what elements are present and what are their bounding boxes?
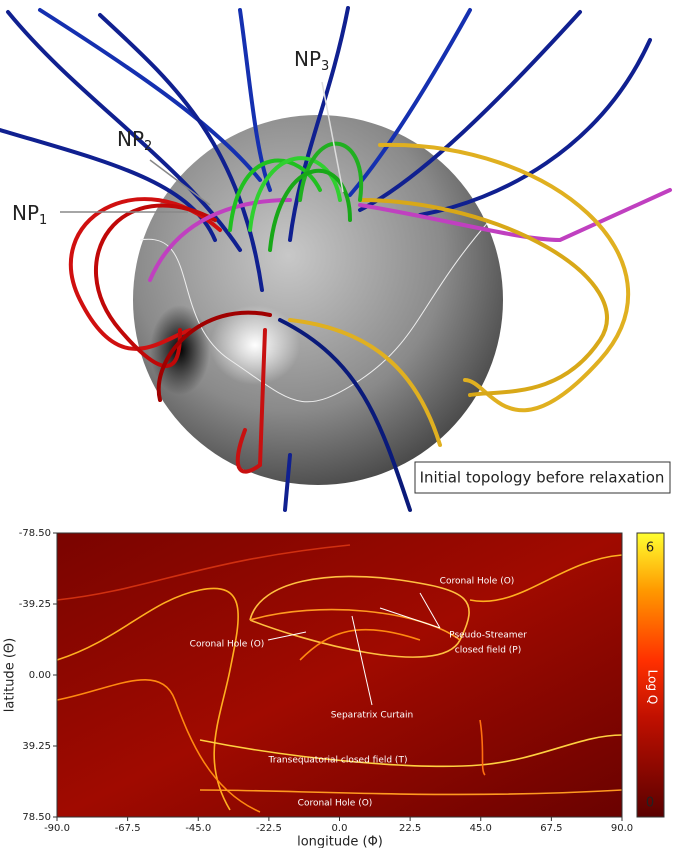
y-axis-label: latitude (Θ) [3,638,18,712]
colorbar-tick-label: 0 [646,796,654,811]
x-tick-label: -45.0 [185,823,211,834]
pointer-np3 [321,81,344,193]
top-panel: NP1 NP2 NP3 Initial topology before rela… [0,6,672,512]
y-tick-label: 39.25 [22,741,51,752]
y-tick-label: 0.00 [29,670,51,681]
np-label: NP1 [12,201,47,228]
sphere [133,115,503,485]
neutral-line [139,219,491,403]
annotation: Coronal Hole (O) [440,577,515,587]
np-subscript: 3 [321,59,329,74]
annotation: Separatrix Curtain [331,711,414,721]
x-tick-label: 67.5 [540,823,562,834]
x-tick-label: -67.5 [115,823,141,834]
x-tick-label: -90.0 [44,823,70,834]
y-tick-label: -39.25 [19,599,51,610]
np-subscript: 1 [39,213,47,228]
np-label: NP2 [117,127,152,154]
x-tick-label: 22.5 [399,823,421,834]
annotation: Coronal Hole (O) [298,799,373,809]
np-text: NP [294,47,321,71]
annotation: closed field (P) [455,646,522,656]
np-text: NP [117,127,144,151]
annotation: Pseudo-Streamer [449,631,527,641]
colorbar-label: Log Q [646,670,660,705]
caption: Initial topology before relaxation [420,469,665,487]
annotation: Coronal Hole (O) [190,640,265,650]
bright-region [210,305,300,385]
x-tick-label: 45.0 [470,823,492,834]
field-lines [0,6,672,512]
annotation-arrows [267,592,441,706]
q-map [57,533,622,817]
caption-box [414,461,671,494]
np-label: NP3 [294,47,329,74]
x-axis-label: longitude (Φ) [297,835,383,849]
separatrix-lines [56,544,623,813]
colorbar [636,532,665,818]
x-tick-label: -22.5 [256,823,282,834]
annotation: Transequatorial closed field (T) [268,756,408,766]
pointer-np2 [149,159,211,206]
y-tick-label: -78.50 [19,528,51,539]
np-subscript: 2 [144,139,152,154]
np-text: NP [12,201,39,225]
x-tick-label: 90.0 [611,823,633,834]
x-tick-label: 0.0 [332,823,348,834]
y-tick-label: 78.50 [22,812,51,823]
colorbar-tick-label: 6 [646,541,654,556]
bottom-panel: Log Q longitude (Φ) latitude (Θ) -90.0 -6… [3,528,665,850]
